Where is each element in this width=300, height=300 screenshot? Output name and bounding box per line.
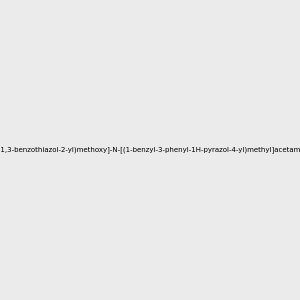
Text: 2-[(1,3-benzothiazol-2-yl)methoxy]-N-[(1-benzyl-3-phenyl-1H-pyrazol-4-yl)methyl]: 2-[(1,3-benzothiazol-2-yl)methoxy]-N-[(1…	[0, 147, 300, 153]
